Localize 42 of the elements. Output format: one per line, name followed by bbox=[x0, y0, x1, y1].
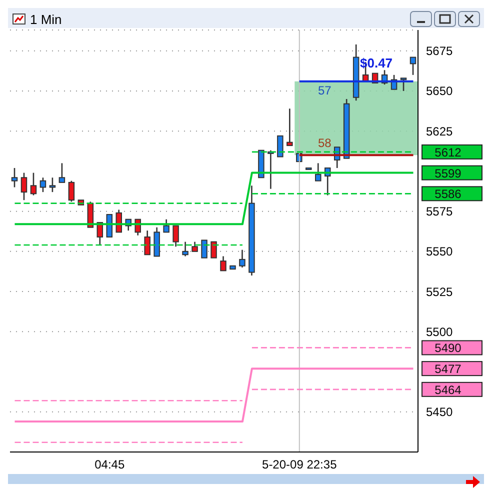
y-tick-label: 5675 bbox=[426, 44, 454, 58]
candlestick bbox=[144, 230, 150, 256]
candlestick bbox=[410, 56, 416, 76]
data-label: 5586 bbox=[434, 187, 462, 202]
annotation: 58 bbox=[318, 136, 332, 150]
y-tick-label: 5550 bbox=[426, 244, 454, 259]
x-tick-label: 5-20-09 22:35 bbox=[262, 458, 338, 472]
candlestick bbox=[315, 162, 322, 182]
candlestick bbox=[400, 77, 407, 92]
candlestick bbox=[239, 249, 246, 268]
data-label: 5599 bbox=[434, 166, 462, 180]
candlestick bbox=[49, 176, 56, 193]
candlestick bbox=[220, 256, 226, 272]
candlestick bbox=[210, 241, 217, 258]
data-label: 5477 bbox=[434, 362, 462, 376]
candlestick bbox=[58, 162, 66, 184]
y-tick-label: 5575 bbox=[426, 204, 454, 219]
y-tick-label: 5625 bbox=[426, 124, 454, 138]
y-tick-label: 5450 bbox=[426, 405, 454, 420]
data-label: 5464 bbox=[434, 382, 462, 397]
candlestick bbox=[40, 176, 46, 193]
y-tick-label: 5500 bbox=[426, 324, 454, 339]
candlestick bbox=[30, 172, 37, 196]
candlestick bbox=[163, 218, 170, 233]
candlestick bbox=[20, 172, 28, 201]
chart-title: 1 Min bbox=[30, 12, 62, 26]
candlestick bbox=[277, 135, 284, 158]
candlestick bbox=[182, 241, 188, 257]
annotation: 57 bbox=[318, 83, 332, 98]
candlestick bbox=[172, 225, 179, 248]
y-tick-label: 5650 bbox=[426, 84, 454, 98]
candlestick bbox=[286, 108, 293, 146]
candlestick bbox=[11, 167, 18, 188]
candlestick bbox=[192, 241, 198, 252]
x-tick-label: 04:45 bbox=[94, 458, 125, 472]
data-label: 5612 bbox=[434, 145, 462, 160]
candlestick bbox=[68, 180, 75, 202]
data-label: 5490 bbox=[434, 341, 462, 356]
annotation: $0.47 bbox=[360, 55, 393, 70]
candlestick bbox=[201, 240, 208, 258]
candlestick bbox=[106, 214, 113, 238]
y-tick-label: 5525 bbox=[426, 284, 454, 299]
